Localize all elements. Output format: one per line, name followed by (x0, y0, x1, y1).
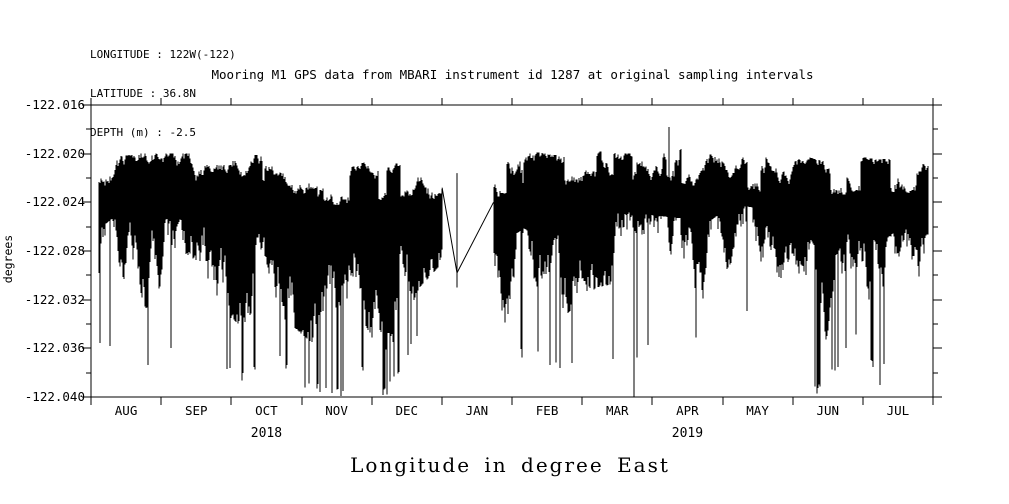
month-tick-label: DEC (395, 403, 419, 418)
chart-title: Mooring M1 GPS data from MBARI instrumen… (211, 67, 814, 82)
year-label: 2018 (250, 426, 283, 441)
x-axis-label: Longitude in degree East (350, 453, 670, 477)
month-tick-label: AUG (114, 403, 138, 418)
month-tick-label: MAR (605, 403, 629, 418)
station-info-block: LONGITUDE : 122W(-122) LATITUDE : 36.8N … (90, 22, 236, 165)
month-tick-label: JUL (886, 403, 910, 418)
year-label: 2019 (671, 426, 704, 441)
y-tick-label: -122.028 (24, 243, 85, 258)
month-tick-label: JAN (465, 403, 489, 418)
month-tick-label: APR (676, 403, 699, 418)
month-tick-label: NOV (325, 403, 348, 418)
y-tick-label: -122.020 (24, 145, 85, 161)
data-gap-line (441, 173, 494, 288)
y-tick-label: -122.016 (24, 97, 85, 112)
longitude-info: LONGITUDE : 122W(-122) (90, 48, 236, 61)
month-tick-label: FEB (535, 403, 559, 418)
longitude-series (98, 148, 929, 395)
month-tick-label: OCT (255, 403, 278, 418)
month-tick-label: SEP (184, 403, 208, 418)
depth-info: DEPTH (m) : -2.5 (90, 126, 196, 139)
y-tick-label: -122.036 (24, 340, 85, 356)
month-tick-label: JUN (816, 403, 840, 418)
y-tick-label: -122.024 (24, 194, 85, 210)
y-tick-label: -122.040 (24, 389, 85, 404)
month-tick-label: MAY (746, 403, 769, 418)
latitude-info: LATITUDE : 36.8N (90, 87, 196, 100)
y-tick-label: -122.032 (24, 291, 85, 307)
